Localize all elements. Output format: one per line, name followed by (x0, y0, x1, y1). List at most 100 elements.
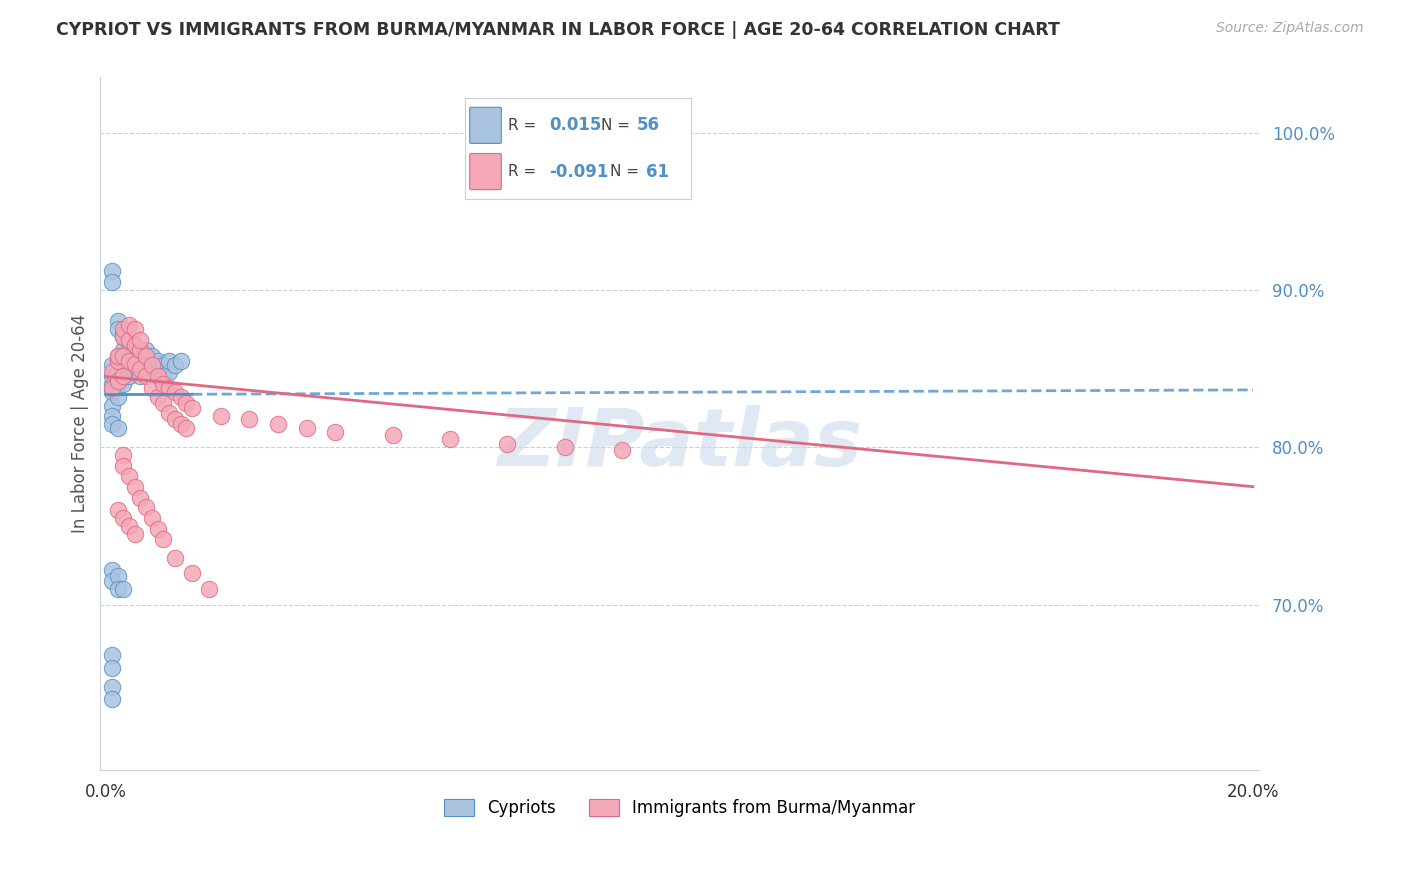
Point (101, 359, 124, 373)
Point (129, 369, 152, 384)
Point (118, 369, 141, 384)
Point (146, 365, 169, 379)
Legend: Cypriots, Immigrants from Burma/Myanmar: Cypriots, Immigrants from Burma/Myanmar (437, 792, 922, 824)
Point (124, 353, 146, 368)
Point (101, 661, 124, 675)
Point (152, 377, 174, 392)
Point (129, 361, 152, 376)
Point (124, 357, 146, 371)
Point (107, 390, 129, 404)
Point (135, 365, 157, 379)
Point (163, 359, 186, 373)
Point (267, 417, 290, 431)
Point (129, 333, 152, 347)
Point (163, 385, 186, 400)
Point (209, 409, 232, 423)
Point (112, 330, 135, 344)
Point (169, 390, 191, 404)
Point (101, 385, 124, 400)
Point (101, 369, 124, 384)
Point (169, 417, 191, 431)
Point (141, 349, 163, 363)
Point (124, 480, 146, 494)
Point (118, 349, 141, 363)
Point (141, 511, 163, 525)
Point (118, 519, 141, 533)
Point (101, 563, 124, 577)
Point (152, 369, 174, 384)
Point (107, 353, 129, 368)
Point (118, 318, 141, 332)
Point (112, 448, 135, 462)
Point (141, 359, 163, 373)
Point (554, 440, 576, 454)
Point (107, 377, 129, 392)
Point (381, 427, 404, 442)
Point (124, 338, 146, 352)
Point (129, 349, 152, 363)
Point (101, 365, 124, 379)
Point (101, 377, 124, 392)
Point (146, 353, 169, 368)
Point (124, 343, 146, 357)
Point (157, 380, 180, 394)
Point (112, 369, 135, 384)
Point (135, 353, 157, 368)
Point (112, 322, 135, 336)
Point (118, 353, 141, 368)
Point (101, 417, 124, 431)
Point (496, 437, 519, 451)
Point (141, 359, 163, 373)
Point (146, 369, 169, 384)
Point (124, 365, 146, 379)
Text: ZIPatlas: ZIPatlas (496, 406, 862, 483)
Text: Source: ZipAtlas.com: Source: ZipAtlas.com (1216, 21, 1364, 36)
Point (181, 566, 204, 581)
Point (112, 459, 135, 474)
Point (157, 406, 180, 420)
Point (101, 380, 124, 394)
Point (101, 680, 124, 694)
Point (176, 396, 198, 410)
Point (107, 374, 129, 388)
Point (118, 333, 141, 347)
Point (124, 322, 146, 336)
Point (112, 349, 135, 363)
Point (107, 322, 129, 336)
Point (146, 390, 169, 404)
Point (129, 359, 152, 373)
Point (107, 421, 129, 435)
Point (118, 343, 141, 357)
Point (112, 582, 135, 596)
Point (169, 353, 191, 368)
Point (181, 401, 204, 415)
Point (112, 511, 135, 525)
Point (135, 500, 157, 515)
Point (107, 349, 129, 363)
Point (141, 380, 163, 394)
Point (118, 468, 141, 483)
Point (101, 648, 124, 662)
Point (112, 377, 135, 392)
Point (101, 409, 124, 423)
Text: CYPRIOT VS IMMIGRANTS FROM BURMA/MYANMAR IN LABOR FORCE | AGE 20-64 CORRELATION : CYPRIOT VS IMMIGRANTS FROM BURMA/MYANMAR… (56, 21, 1060, 39)
Point (112, 343, 135, 357)
Point (152, 396, 174, 410)
Point (107, 569, 129, 583)
Point (238, 412, 260, 426)
Point (107, 314, 129, 328)
Point (101, 275, 124, 289)
Point (107, 582, 129, 596)
Point (107, 503, 129, 517)
Point (101, 400, 124, 414)
Point (101, 264, 124, 278)
Point (135, 369, 157, 384)
Point (163, 412, 186, 426)
Point (112, 330, 135, 344)
Point (439, 433, 461, 447)
Point (107, 353, 129, 368)
Point (152, 532, 174, 546)
Point (135, 343, 157, 357)
Point (325, 425, 347, 439)
Point (176, 421, 198, 435)
